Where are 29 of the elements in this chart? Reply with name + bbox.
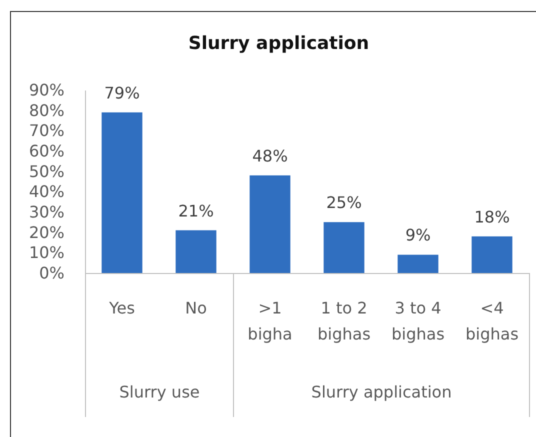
data-label: 48%: [252, 146, 288, 166]
y-tick-label: 10%: [28, 243, 64, 262]
data-label: 18%: [474, 207, 510, 226]
y-tick-label: 40%: [28, 182, 64, 202]
y-tick-label: 70%: [28, 121, 64, 140]
data-label: 9%: [405, 226, 431, 245]
x-tick-label: <4 bighas: [465, 298, 519, 344]
y-tick-label: 80%: [28, 100, 64, 120]
x-axis-title: Slurry application: [311, 382, 452, 402]
bar: [398, 254, 438, 273]
data-label: 21%: [178, 201, 214, 220]
x-axis-title: Slurry use: [119, 382, 200, 402]
y-tick-label: 20%: [28, 222, 64, 242]
y-tick-label: 30%: [28, 202, 64, 222]
x-tick-label: 1 to 2 bighas: [317, 298, 371, 344]
data-label: 79%: [104, 83, 140, 102]
bar: [324, 222, 364, 273]
x-tick-label: No: [185, 298, 207, 318]
bar: [250, 175, 290, 273]
y-tick-label: 60%: [28, 142, 64, 160]
x-tick-label: >1 bigha: [248, 298, 292, 344]
data-label: 25%: [326, 193, 362, 212]
x-tick-label: 3 to 4 bighas: [391, 298, 445, 344]
y-tick-label: 90%: [28, 80, 64, 100]
y-tick-label: 0%: [39, 264, 64, 282]
y-tick-label: 50%: [28, 162, 64, 181]
chart-title: Slurry application: [188, 33, 370, 54]
x-tick-label: Yes: [108, 298, 135, 318]
bar: [472, 236, 512, 273]
